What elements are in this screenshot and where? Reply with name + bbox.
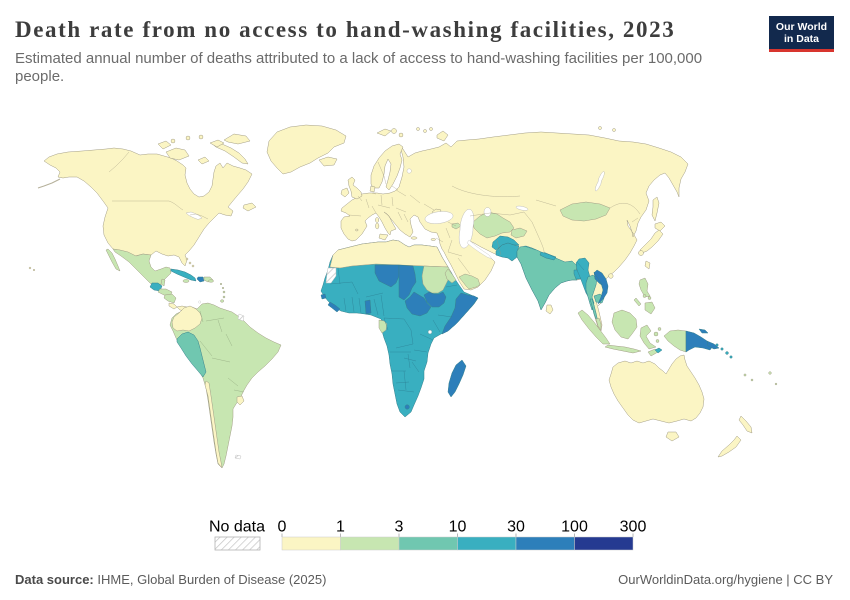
svg-text:No data: No data	[209, 519, 265, 536]
svg-text:100: 100	[561, 519, 588, 536]
svg-text:0: 0	[278, 519, 287, 536]
svg-text:30: 30	[507, 519, 525, 536]
svg-text:10: 10	[449, 519, 467, 536]
svg-text:3: 3	[395, 519, 404, 536]
svg-text:1: 1	[336, 519, 345, 536]
svg-text:300: 300	[620, 519, 647, 536]
